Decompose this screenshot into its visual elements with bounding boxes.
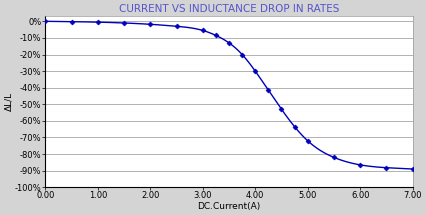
Y-axis label: ΔL/L: ΔL/L — [4, 92, 13, 111]
Title: CURRENT VS INDUCTANCE DROP IN RATES: CURRENT VS INDUCTANCE DROP IN RATES — [119, 4, 339, 14]
X-axis label: DC.Current(A): DC.Current(A) — [197, 202, 261, 211]
